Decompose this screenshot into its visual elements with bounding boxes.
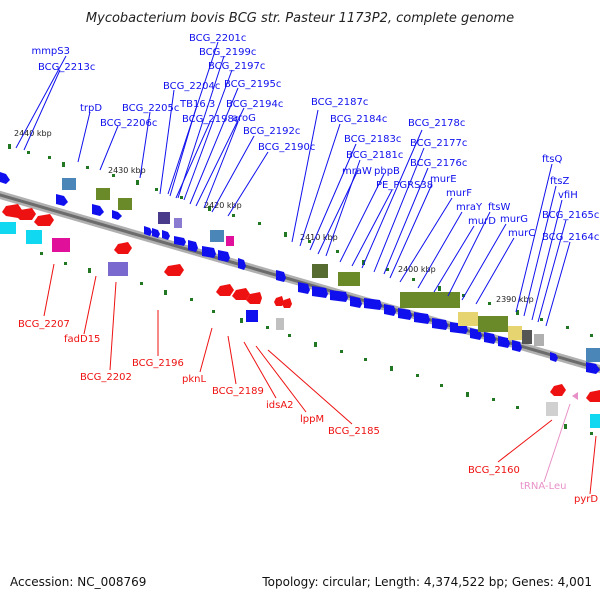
forward-genes (0, 172, 600, 374)
gene-label: BCG_2205c (122, 103, 179, 114)
gene-label: BCG_2164c (542, 232, 599, 243)
gene-label: lppM (300, 414, 324, 425)
gene-label: pknL (182, 374, 206, 385)
tick-label: 2410 kbp (300, 233, 338, 242)
tick-label: 2440 kbp (14, 129, 52, 138)
tick-marks (8, 144, 593, 435)
feature-boxes-bottom (0, 222, 600, 428)
gene-label: trpD (80, 103, 102, 114)
gene-label: TB16.3 (179, 99, 215, 110)
gene-label: murE (430, 174, 457, 185)
gene-label: BCG_2207 (18, 319, 70, 330)
gene-label: BCG_2194c (226, 99, 283, 110)
map-title: Mycobacterium bovis BCG str. Pasteur 117… (86, 11, 514, 26)
gene-label: pyrD (574, 494, 598, 505)
gene-label: BCG_2187c (311, 97, 368, 108)
gene-label: BCG_2189 (212, 386, 264, 397)
gene-label: BCG_2197c (208, 61, 265, 72)
gene-label: pbpB (374, 166, 400, 177)
gene-label: BCG_2183c (344, 134, 401, 145)
tick-label: 2420 kbp (204, 201, 242, 210)
gene-label: BCG_2181c (346, 150, 403, 161)
gene-label: BCG_2198c (182, 114, 239, 125)
gene-label: fadD15 (64, 334, 100, 345)
gene-label: aroG (232, 113, 256, 124)
genome-summary-text: Topology: circular; Length: 4,374,522 bp… (261, 575, 592, 589)
reverse-genes (2, 204, 600, 402)
gene-label: BCG_2165c (542, 210, 599, 221)
gene-label: BCG_2190c (258, 142, 315, 153)
gene-label: BCG_2160 (468, 465, 520, 476)
gene-label: idsA2 (266, 400, 294, 411)
gene-label: tRNA-Leu (520, 481, 566, 492)
tick-label: 2400 kbp (398, 265, 436, 274)
gene-label: murC (508, 228, 535, 239)
gene-label: BCG_2206c (100, 118, 157, 129)
gene-label: ftsZ (550, 176, 569, 187)
gene-label: BCG_2192c (243, 126, 300, 137)
gene-label: mraY (456, 202, 483, 213)
gene-label: murG (500, 214, 528, 225)
gene-label: ftsQ (542, 154, 562, 165)
tick-label: 2430 kbp (108, 166, 146, 175)
gene-label: BCG_2202 (80, 372, 132, 383)
gene-label: BCG_2201c (189, 33, 246, 44)
gene-label: murD (468, 216, 496, 227)
accession-text: Accession: NC_008769 (10, 575, 146, 589)
gene-label: BCG_2177c (410, 138, 467, 149)
bottom-gene-labels: BCG_2207 fadD15 BCG_2202 BCG_2196 pknL B… (18, 319, 598, 505)
gene-label: BCG_2204c (163, 81, 220, 92)
gene-label: mraW (342, 166, 372, 177)
gene-label: BCG_2185 (328, 426, 380, 437)
gene-label: PE_PGRS38 (376, 180, 433, 191)
gene-label: BCG_2213c (38, 62, 95, 73)
gene-label: BCG_2184c (330, 114, 387, 125)
tick-label: 2390 kbp (496, 295, 534, 304)
top-leader-lines (15, 41, 571, 327)
bottom-leader-lines (43, 263, 597, 495)
top-gene-labels: mmpS3 BCG_2213c trpD BCG_2206c BCG_2205c… (31, 33, 599, 243)
gene-label: BCG_2199c (199, 47, 256, 58)
gene-label: BCG_2196 (132, 358, 184, 369)
gene-label: BCG_2178c (408, 118, 465, 129)
gene-label: mmpS3 (31, 46, 70, 57)
gene-label: murF (446, 188, 472, 199)
gene-label: vfiH (558, 190, 578, 201)
gene-label: BCG_2195c (224, 79, 281, 90)
gene-label: BCG_2176c (410, 158, 467, 169)
gene-label: ftsW (488, 202, 510, 213)
feature-boxes-top (62, 178, 600, 362)
